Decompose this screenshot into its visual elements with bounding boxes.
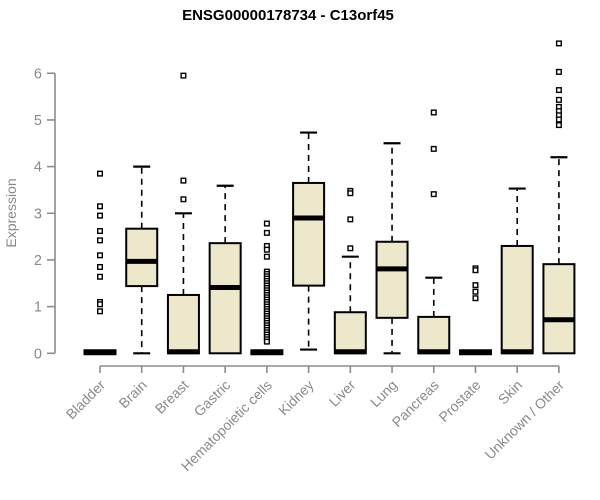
outlier-point	[555, 87, 562, 94]
outlier-point	[472, 267, 479, 274]
boxplot-group-brain	[125, 165, 159, 355]
outlier-point	[347, 216, 354, 223]
outlier-point	[263, 220, 270, 227]
y-tick-label: 5	[34, 113, 42, 129]
boxplot-group-kidney	[292, 131, 326, 351]
outlier-point	[96, 203, 103, 210]
outlier-point	[555, 40, 562, 47]
x-tick-label-bladder: Bladder	[63, 377, 109, 423]
outlier-point	[96, 228, 103, 235]
x-tick-label-lung: Lung	[367, 377, 400, 410]
box-rect	[292, 181, 326, 287]
y-axis-label: Expression	[3, 178, 19, 247]
x-tick-label-kidney: Kidney	[275, 377, 317, 419]
outlier-point	[96, 252, 103, 259]
outlier-point	[472, 295, 479, 302]
y-tick-label: 1	[34, 300, 42, 316]
outlier-point	[555, 122, 562, 129]
outlier-point	[263, 229, 270, 236]
outlier-point	[96, 263, 103, 270]
boxplot-group-pancreas	[417, 109, 451, 355]
boxplot-group-liver	[333, 187, 367, 355]
box-groups	[83, 40, 576, 356]
box-rect	[542, 263, 576, 355]
outlier-point	[263, 246, 270, 253]
outlier-point	[263, 338, 270, 345]
outlier-point	[347, 190, 354, 197]
boxplot-group-breast	[166, 72, 200, 355]
outlier-point	[472, 288, 479, 295]
outlier-point	[555, 68, 562, 75]
y-tick-label: 4	[34, 160, 42, 176]
box-rect	[500, 244, 534, 355]
outlier-point	[96, 170, 103, 177]
outlier-point	[180, 72, 187, 79]
box-rect	[166, 293, 200, 355]
outlier-point	[96, 212, 103, 219]
y-tick-label: 6	[34, 66, 42, 82]
x-tick-label-unknown-other: Unknown / Other	[481, 377, 567, 463]
boxplot-group-bladder	[83, 170, 117, 356]
outlier-point	[555, 116, 562, 123]
outlier-point	[472, 282, 479, 289]
x-tick-label-brain: Brain	[115, 377, 149, 411]
box-rect	[125, 227, 159, 288]
outlier-point	[180, 196, 187, 203]
x-tick-label-breast: Breast	[152, 377, 192, 417]
outlier-point	[555, 96, 562, 103]
box-rect	[333, 311, 367, 355]
outlier-point	[96, 301, 103, 308]
boxplot-group-gastric	[208, 184, 242, 355]
y-tick-label: 2	[34, 253, 42, 269]
boxplot-group-skin	[500, 187, 534, 355]
x-tick-label-liver: Liver	[326, 377, 359, 410]
outlier-point	[96, 237, 103, 244]
y-tick-label: 3	[34, 206, 42, 222]
boxplot-group-unknown-other	[542, 40, 576, 355]
box-rect	[417, 315, 451, 355]
outlier-point	[263, 253, 270, 260]
outlier-point	[430, 191, 437, 198]
outlier-point	[430, 145, 437, 152]
outlier-point	[96, 308, 103, 315]
box-rect	[208, 242, 242, 355]
x-tick-label-skin: Skin	[495, 377, 526, 408]
outlier-point	[347, 245, 354, 252]
outlier-point	[430, 109, 437, 116]
outlier-point	[180, 177, 187, 184]
box-rect	[375, 240, 409, 319]
outlier-point	[96, 273, 103, 280]
boxplot-group-lung	[375, 142, 409, 355]
y-tick-label: 0	[34, 346, 42, 362]
boxplot-group-prostate	[458, 265, 492, 356]
x-tick-label-prostate: Prostate	[435, 377, 483, 425]
boxplot-group-hematopoietic-cells	[250, 220, 284, 356]
chart-title: ENSG00000178734 - C13orf45	[182, 7, 394, 24]
